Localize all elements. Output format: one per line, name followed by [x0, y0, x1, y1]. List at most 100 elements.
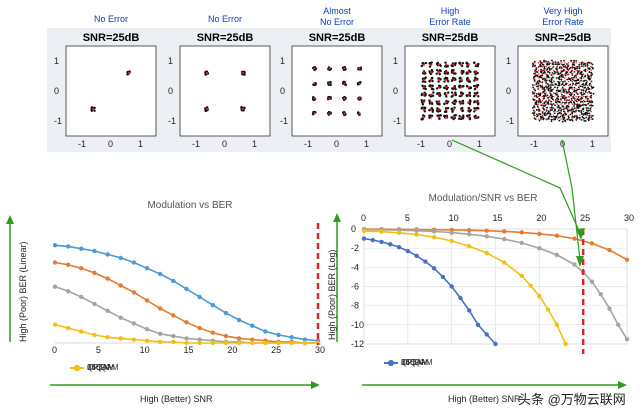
constellation-sample: [548, 71, 551, 74]
right-data-point: [467, 228, 472, 233]
constellation-ideal-point: [586, 92, 589, 94]
constellation-sample: [555, 89, 558, 92]
constellation-ideal-point: [552, 114, 555, 117]
constellation-ideal-point: [430, 86, 433, 89]
constellation-ideal-point: [556, 88, 559, 90]
constellation-ideal-point: [437, 86, 440, 89]
constellation-ideal-point: [549, 92, 551, 94]
constellation-sample: [458, 84, 461, 87]
constellation-ideal-point: [358, 97, 361, 100]
left-data-point: [105, 276, 110, 281]
constellation-ideal-point: [590, 114, 592, 117]
constellation-ideal-point: [541, 99, 544, 102]
constellation-sample: [575, 59, 578, 62]
constellation-sample: [564, 120, 567, 122]
constellation-sample: [532, 109, 535, 112]
constellation-sample: [572, 82, 575, 85]
constellation-sample: [541, 116, 544, 119]
constellation-ideal-point: [564, 84, 566, 87]
constellation-sample: [546, 67, 549, 70]
constellation-sample: [443, 86, 446, 89]
constellation-sample: [591, 63, 594, 66]
constellation-sample: [539, 100, 542, 103]
constellation-ideal-point: [537, 118, 540, 120]
constellation-ideal-point: [556, 84, 559, 87]
constellation-ideal-point: [579, 65, 581, 68]
constellation-ideal-point: [590, 69, 592, 72]
right-data-point: [431, 234, 437, 240]
constellation-sample: [550, 120, 553, 123]
constellation-sample: [569, 109, 572, 112]
constellation-sample: [576, 117, 579, 120]
constellation-ideal-point: [556, 77, 559, 79]
constellation-ideal-point: [537, 69, 540, 72]
constellation-ideal-point: [422, 116, 425, 119]
constellation-snr: SNR=25dB: [421, 32, 479, 44]
constellation-sample: [430, 87, 434, 91]
connector-arrow-veryhigh: [561, 139, 581, 261]
constellation-ideal-point: [460, 78, 463, 81]
constellation-sample: [550, 89, 553, 91]
constellation-sample: [539, 80, 541, 83]
constellation-sample: [564, 74, 567, 77]
constellation-sample: [588, 84, 591, 86]
constellation-ideal-point: [549, 110, 551, 113]
right-data-point: [431, 229, 437, 234]
constellation-sample: [585, 79, 587, 82]
constellation-sample: [423, 106, 426, 109]
constellation-sample: [562, 63, 565, 66]
constellation-ideal-point: [567, 92, 570, 94]
constellation-ideal-point: [467, 93, 470, 96]
left-series-line-256QAM: [54, 244, 319, 342]
constellation-ideal-point: [541, 118, 544, 120]
constellation-ideal-point: [556, 99, 559, 102]
constellation-sample: [534, 89, 537, 92]
constellation-ideal-point: [567, 65, 570, 68]
constellation-ideal-point: [567, 73, 570, 75]
constellation-sample: [473, 100, 476, 104]
constellation-sample: [569, 94, 572, 97]
constellation-sample: [554, 63, 557, 66]
constellation-sample: [476, 91, 479, 95]
constellation-sample: [591, 118, 594, 120]
constellation-ideal-point: [586, 95, 589, 98]
constellation-sample: [461, 106, 464, 110]
left-data-point: [118, 255, 123, 261]
legend-label: 64QAM: [87, 363, 115, 372]
constellation-sample: [539, 115, 542, 118]
constellation-sample: [565, 96, 568, 99]
constellation-sample: [586, 64, 589, 67]
constellation-sample: [538, 109, 541, 112]
constellation-ideal-point: [534, 62, 536, 64]
constellation-sample: [428, 116, 431, 119]
constellation-sample: [590, 96, 593, 99]
right-data-point: [467, 308, 472, 313]
constellation-ideal-point: [564, 62, 566, 64]
constellation-sample: [431, 84, 434, 87]
constellation-ideal-point: [586, 80, 589, 83]
constellation-x-tick: 1: [252, 139, 257, 149]
constellation-sample: [551, 59, 553, 62]
left-x-tick: 10: [140, 345, 150, 355]
constellation-ideal-point: [545, 62, 547, 64]
left-data-point: [197, 325, 202, 331]
constellation-ideal-point: [545, 107, 547, 109]
constellation-sample: [588, 75, 591, 78]
right-data-point: [589, 279, 595, 284]
constellation-ideal-point: [586, 62, 589, 64]
constellation-sample: [537, 101, 540, 103]
constellation-ideal-point: [534, 114, 536, 117]
constellation-sample: [533, 60, 536, 63]
constellation-sample: [562, 90, 565, 93]
constellation-sample: [580, 79, 583, 82]
constellation-sample: [581, 108, 584, 110]
constellation-sample: [431, 108, 435, 112]
constellation-sample: [556, 86, 559, 89]
constellation-ideal-point: [549, 118, 551, 120]
right-data-point: [414, 232, 419, 237]
connector-arrow-high: [451, 139, 581, 234]
constellation-sample: [573, 59, 575, 62]
constellation-sample: [539, 85, 542, 87]
constellation-y-tick: -1: [280, 116, 288, 126]
left-data-point: [236, 317, 242, 323]
